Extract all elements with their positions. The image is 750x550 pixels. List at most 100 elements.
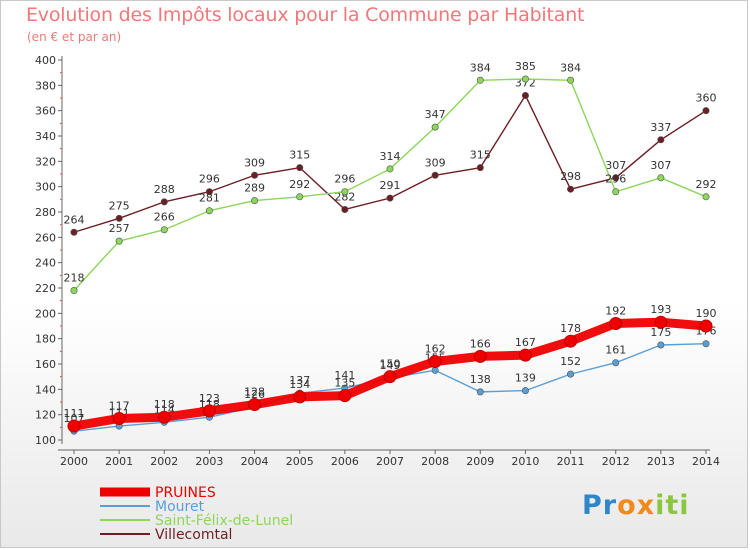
data-point (428, 354, 442, 368)
data-label: 150 (380, 358, 401, 371)
x-tick-label: 2003 (195, 455, 223, 468)
data-point (67, 419, 81, 433)
x-tick-label: 2000 (60, 455, 88, 468)
data-point (341, 205, 349, 213)
data-label: 307 (605, 159, 626, 172)
data-label: 141 (334, 369, 355, 382)
legend-label: Villecomtal (155, 527, 232, 543)
data-label: 337 (650, 121, 671, 134)
data-label: 123 (199, 392, 220, 405)
data-point (567, 370, 575, 378)
logo-letter: i (679, 490, 690, 521)
y-tick-label: 240 (35, 257, 56, 270)
y-tick-label: 320 (35, 155, 56, 168)
data-point (383, 370, 397, 384)
y-tick-label: 400 (35, 54, 56, 67)
data-label: 193 (650, 303, 671, 316)
x-tick-label: 2013 (647, 455, 675, 468)
data-label: 266 (154, 211, 175, 224)
data-point (205, 188, 213, 196)
data-label: 152 (560, 355, 581, 368)
data-point (386, 194, 394, 202)
data-point (567, 185, 575, 193)
data-point (338, 389, 352, 403)
x-tick-label: 2014 (692, 455, 720, 468)
data-point (702, 193, 710, 201)
data-point (612, 188, 620, 196)
data-label: 291 (380, 179, 401, 192)
data-point (431, 171, 439, 179)
data-label: 117 (109, 399, 130, 412)
data-label: 175 (650, 326, 671, 339)
data-label: 275 (109, 199, 130, 212)
data-label: 162 (425, 342, 446, 355)
logo-letter: i (655, 490, 666, 521)
data-point (296, 164, 304, 172)
data-label: 298 (560, 170, 581, 183)
data-point (476, 388, 484, 396)
data-point (341, 188, 349, 196)
legend-label: Saint-Félix-de-Lunel (155, 513, 293, 529)
data-label: 167 (515, 336, 536, 349)
data-label: 314 (380, 150, 401, 163)
logo-letter: o (617, 490, 637, 521)
data-point (476, 76, 484, 84)
data-point (160, 226, 168, 234)
data-label: 257 (109, 222, 130, 235)
data-point (248, 398, 262, 412)
data-label: 126 (244, 388, 265, 401)
data-label: 128 (244, 386, 265, 399)
data-label: 111 (64, 407, 85, 420)
y-tick-label: 280 (35, 206, 56, 219)
data-point (476, 164, 484, 172)
data-label: 309 (425, 156, 446, 169)
data-point (251, 171, 259, 179)
data-label: 288 (154, 183, 175, 196)
y-tick-label: 120 (35, 409, 56, 422)
data-label: 296 (199, 173, 220, 186)
data-point (564, 334, 578, 348)
x-tick-label: 2009 (466, 455, 494, 468)
data-point (657, 136, 665, 144)
x-tick-label: 2012 (602, 455, 630, 468)
data-label: 135 (334, 377, 355, 390)
legend-label: Mouret (155, 499, 205, 515)
data-point (609, 316, 623, 330)
data-point (567, 76, 575, 84)
data-point (702, 107, 710, 115)
data-label: 264 (64, 213, 85, 226)
chart-title: Evolution des Impôts locaux pour la Comm… (26, 4, 585, 26)
data-label: 118 (154, 398, 175, 411)
y-tick-label: 380 (35, 79, 56, 92)
data-label: 149 (380, 359, 401, 372)
data-point (157, 410, 171, 424)
data-label: 307 (650, 159, 671, 172)
data-label: 134 (289, 378, 310, 391)
x-tick-label: 2008 (421, 455, 449, 468)
data-point (202, 404, 216, 418)
data-label: 192 (605, 304, 626, 317)
data-point (431, 123, 439, 131)
data-point (296, 193, 304, 201)
x-tick-label: 2001 (105, 455, 133, 468)
logo-letter: r (602, 490, 618, 521)
x-tick-label: 2011 (557, 455, 585, 468)
data-point (612, 359, 620, 367)
x-tick-label: 2006 (331, 455, 359, 468)
data-label: 166 (470, 337, 491, 350)
chart-subtitle: (en € et par an) (27, 30, 122, 44)
y-tick-label: 180 (35, 333, 56, 346)
logo-letter: P (582, 490, 603, 521)
data-label: 289 (244, 182, 265, 195)
logo-letter: x (636, 490, 656, 521)
data-point (160, 198, 168, 206)
data-label: 292 (289, 178, 310, 191)
data-label: 282 (334, 190, 355, 203)
data-point (473, 349, 487, 363)
data-point (115, 237, 123, 245)
proxiti-logo: Proxiti (582, 490, 690, 521)
data-label: 281 (199, 192, 220, 205)
data-point (115, 214, 123, 222)
data-label: 309 (244, 156, 265, 169)
